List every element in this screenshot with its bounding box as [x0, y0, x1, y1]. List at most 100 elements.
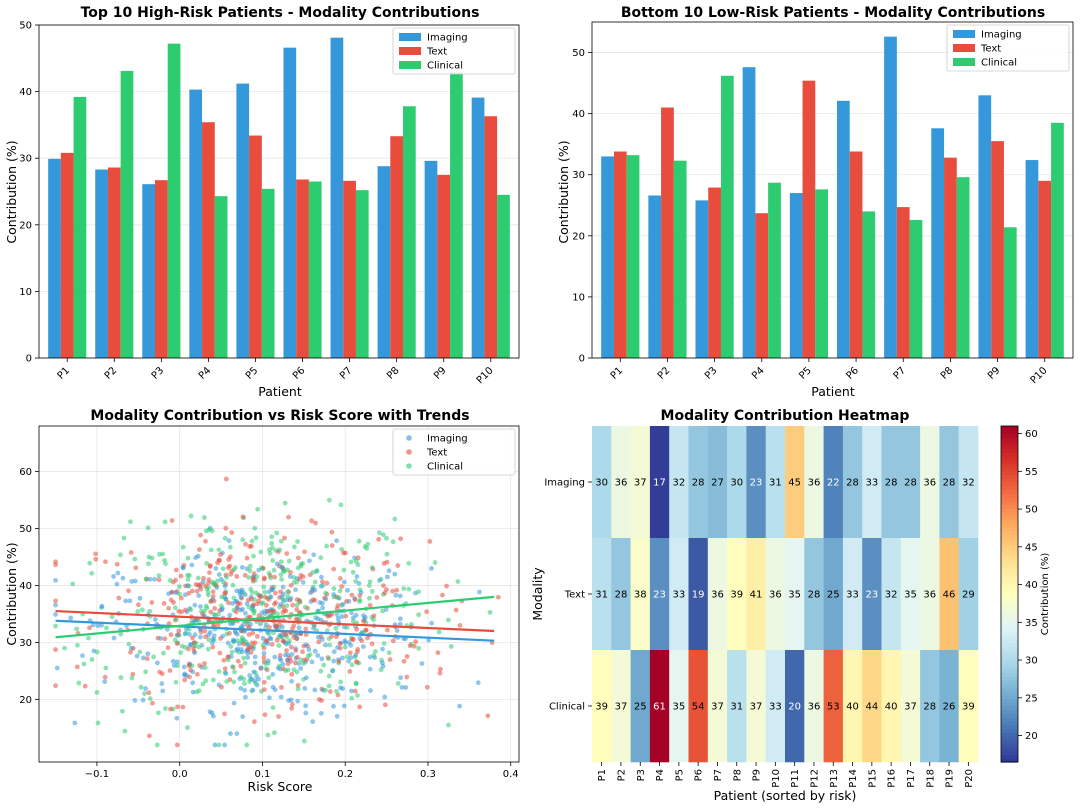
heatmap-cell-value: 33	[769, 702, 782, 713]
x-tick-label: P20	[964, 769, 975, 788]
heatmap-cell-value: 40	[885, 702, 898, 713]
point-imaging	[330, 668, 335, 674]
bar-clinical	[167, 43, 181, 358]
point-clinical	[271, 730, 277, 736]
point-clinical	[295, 686, 301, 692]
point-text	[288, 644, 294, 650]
legend-swatch-text	[399, 47, 421, 55]
colorbar-segment	[1001, 459, 1018, 464]
point-imaging	[180, 564, 186, 570]
point-text	[193, 582, 199, 587]
y-tick-label: 20	[19, 695, 32, 706]
point-clinical	[211, 612, 217, 617]
point-clinical	[246, 575, 252, 580]
point-text	[485, 713, 491, 719]
point-imaging	[354, 574, 360, 579]
legend-label-clinical: Clinical	[981, 58, 1017, 69]
point-clinical	[326, 497, 332, 503]
point-text	[250, 630, 256, 636]
legend-swatch-clinical	[399, 61, 421, 69]
point-clinical	[202, 665, 208, 671]
point-clinical	[209, 528, 215, 534]
point-clinical	[95, 720, 101, 726]
point-imaging	[247, 673, 253, 678]
bar-clinical	[261, 188, 275, 358]
colorbar-segment	[1001, 713, 1018, 718]
point-clinical	[312, 579, 318, 585]
point-imaging	[341, 624, 347, 630]
point-text	[384, 559, 390, 565]
point-clinical	[232, 669, 237, 675]
point-imaging	[242, 610, 248, 616]
point-imaging	[310, 719, 316, 725]
point-clinical	[367, 579, 373, 585]
point-text	[282, 535, 287, 541]
point-imaging	[267, 635, 273, 641]
point-text	[264, 602, 269, 608]
heatmap-cell	[669, 538, 689, 651]
colorbar-segment	[1001, 676, 1018, 681]
point-text	[197, 547, 202, 552]
point-clinical	[324, 543, 330, 549]
point-text	[226, 565, 231, 571]
point-clinical	[103, 665, 109, 671]
y-tick-label: 30	[572, 170, 585, 181]
point-imaging	[252, 660, 258, 666]
point-imaging	[192, 632, 198, 638]
bar-clinical	[403, 106, 416, 358]
point-imaging	[397, 616, 403, 622]
bar-text	[202, 122, 215, 359]
heatmap-cell	[649, 650, 670, 763]
x-tick-label: P8	[732, 769, 743, 781]
point-clinical	[180, 544, 186, 550]
point-clinical	[241, 681, 247, 686]
point-text	[243, 541, 248, 547]
point-clinical	[132, 556, 138, 562]
plot-frame	[38, 24, 520, 359]
heatmap-cell	[785, 650, 805, 763]
heatmap-cell	[939, 426, 959, 539]
point-text	[424, 684, 430, 690]
x-tick-label: 0.2	[337, 769, 353, 780]
point-imaging	[272, 654, 278, 660]
point-text	[303, 626, 309, 632]
point-clinical	[267, 550, 273, 556]
point-clinical	[361, 629, 367, 635]
point-clinical	[162, 706, 168, 711]
point-imaging	[278, 601, 283, 607]
colorbar-segment	[1001, 635, 1018, 640]
x-tick-label: −0.1	[85, 769, 109, 780]
point-clinical	[156, 573, 162, 579]
heatmap-cell	[823, 426, 844, 539]
point-text	[207, 570, 212, 575]
point-text	[357, 704, 363, 710]
point-clinical	[62, 645, 67, 651]
plot-frame	[591, 21, 1074, 359]
point-text	[278, 589, 283, 595]
point-imaging	[331, 703, 336, 709]
point-imaging	[231, 638, 237, 644]
point-clinical	[455, 579, 461, 584]
point-imaging	[288, 697, 294, 703]
point-imaging	[293, 587, 298, 593]
bar-text	[896, 207, 910, 358]
point-clinical	[247, 563, 253, 569]
colorbar-segment	[1001, 515, 1018, 520]
bar-clinical	[956, 177, 970, 358]
point-clinical	[231, 595, 237, 601]
point-imaging	[230, 601, 235, 606]
point-clinical	[448, 644, 454, 649]
point-clinical	[279, 577, 285, 582]
point-imaging	[245, 654, 251, 660]
point-text	[180, 704, 186, 710]
point-clinical	[446, 722, 451, 728]
colorbar-segment	[1001, 474, 1018, 479]
point-text	[257, 594, 263, 600]
bar-imaging	[283, 47, 297, 358]
point-text	[53, 647, 58, 652]
heatmap-cell-value: 22	[827, 478, 840, 489]
point-text	[169, 589, 175, 595]
point-text	[495, 594, 501, 600]
point-imaging	[234, 605, 240, 610]
point-imaging	[222, 742, 228, 748]
